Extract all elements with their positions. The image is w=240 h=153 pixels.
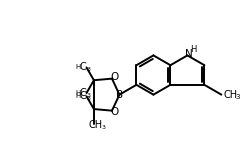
Text: CH: CH <box>89 120 103 130</box>
Text: H: H <box>191 45 197 54</box>
Text: C: C <box>80 91 86 101</box>
Text: O: O <box>111 72 119 82</box>
Text: O: O <box>111 107 119 117</box>
Text: 3: 3 <box>87 96 91 101</box>
Text: B: B <box>116 90 123 100</box>
Text: 3: 3 <box>102 125 106 130</box>
Text: H: H <box>75 64 80 71</box>
Text: CH: CH <box>223 90 237 100</box>
Text: 3: 3 <box>87 67 91 72</box>
Text: H: H <box>75 90 80 96</box>
Text: 3: 3 <box>87 93 91 98</box>
Text: 3: 3 <box>236 94 240 100</box>
Text: H: H <box>75 93 80 99</box>
Text: N: N <box>185 49 192 59</box>
Text: C: C <box>80 62 86 73</box>
Text: C: C <box>80 88 86 98</box>
